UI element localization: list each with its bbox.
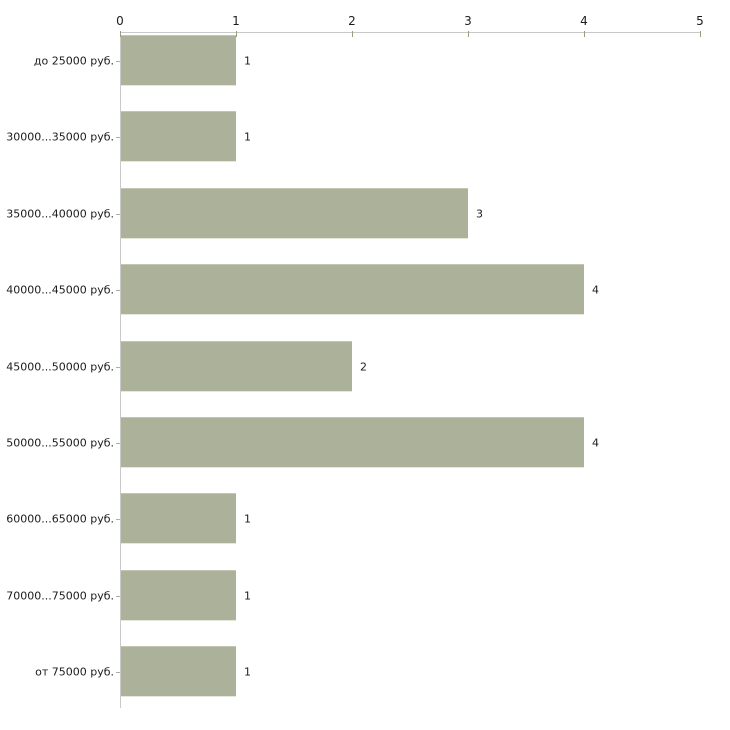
value-label: 3 <box>476 207 483 220</box>
bar <box>121 264 584 315</box>
category-label: от 75000 руб. <box>35 665 114 678</box>
bar <box>121 111 236 162</box>
x-tick-label: 3 <box>464 14 472 28</box>
x-tick-mark <box>700 31 701 37</box>
bar <box>121 646 236 697</box>
y-tick-mark <box>116 137 120 138</box>
x-tick-mark <box>468 31 469 37</box>
x-tick-label: 2 <box>348 14 356 28</box>
category-label: 45000...50000 руб. <box>6 360 114 373</box>
category-label: 35000...40000 руб. <box>6 207 114 220</box>
bar <box>121 570 236 621</box>
y-tick-mark <box>116 61 120 62</box>
x-tick-mark <box>236 31 237 37</box>
bar <box>121 493 236 544</box>
bar <box>121 417 584 468</box>
x-axis-line <box>120 32 701 33</box>
category-label: 70000...75000 руб. <box>6 589 114 602</box>
bar <box>121 341 352 392</box>
category-label: 60000...65000 руб. <box>6 512 114 525</box>
category-label: 50000...55000 руб. <box>6 436 114 449</box>
y-tick-mark <box>116 443 120 444</box>
category-label: до 25000 руб. <box>33 54 114 67</box>
x-tick-mark <box>352 31 353 37</box>
value-label: 2 <box>360 360 367 373</box>
category-label: 30000...35000 руб. <box>6 130 114 143</box>
y-tick-mark <box>116 519 120 520</box>
value-label: 4 <box>592 283 599 296</box>
bar <box>121 188 468 239</box>
value-label: 1 <box>244 512 251 525</box>
value-label: 1 <box>244 589 251 602</box>
x-tick-label: 1 <box>232 14 240 28</box>
x-tick-label: 0 <box>116 14 124 28</box>
x-tick-label: 5 <box>696 14 704 28</box>
value-label: 1 <box>244 130 251 143</box>
y-tick-mark <box>116 214 120 215</box>
y-tick-mark <box>116 290 120 291</box>
value-label: 1 <box>244 54 251 67</box>
y-axis-line <box>120 32 121 709</box>
x-tick-mark <box>120 31 121 37</box>
bar <box>121 35 236 86</box>
x-tick-label: 4 <box>580 14 588 28</box>
value-label: 4 <box>592 436 599 449</box>
y-tick-mark <box>116 367 120 368</box>
x-tick-mark <box>584 31 585 37</box>
value-label: 1 <box>244 665 251 678</box>
y-tick-mark <box>116 672 120 673</box>
category-label: 40000...45000 руб. <box>6 283 114 296</box>
y-tick-mark <box>116 596 120 597</box>
